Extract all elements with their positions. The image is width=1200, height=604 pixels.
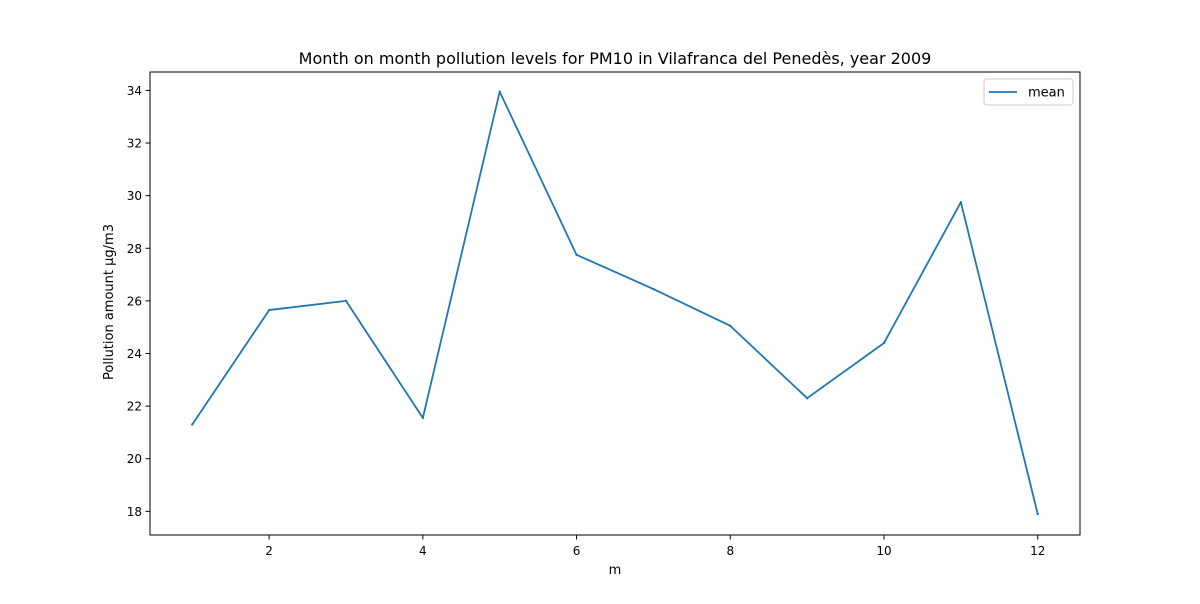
data-point xyxy=(421,416,425,420)
legend-box xyxy=(983,78,1074,106)
x-tick-label: 4 xyxy=(419,544,427,558)
x-tick-label: 12 xyxy=(1030,544,1045,558)
data-point xyxy=(652,287,655,291)
plot-frame xyxy=(149,71,1081,536)
data-point xyxy=(575,253,578,257)
data-point xyxy=(191,423,194,426)
y-tick-label: 26 xyxy=(127,294,142,308)
x-tick-label: 6 xyxy=(573,544,581,558)
y-tick-label: 24 xyxy=(127,347,142,361)
series-line-mean xyxy=(191,90,1039,515)
legend: mean xyxy=(983,78,1074,106)
data-point xyxy=(882,341,886,345)
y-tick-label: 28 xyxy=(127,242,142,256)
data-point xyxy=(267,308,271,312)
data-point xyxy=(498,90,501,93)
data-point xyxy=(959,201,963,204)
y-tick-label: 32 xyxy=(127,137,142,151)
data-point xyxy=(344,299,348,303)
x-tick-label: 8 xyxy=(726,544,734,558)
x-axis-label: m xyxy=(609,563,622,578)
y-tick-label: 30 xyxy=(127,189,142,203)
data-point xyxy=(729,324,732,328)
y-axis-label: Pollution amount µg/m3 xyxy=(102,224,117,380)
y-tick-label: 34 xyxy=(127,84,142,98)
chart-title: Month on month pollution levels for PM10… xyxy=(299,49,932,68)
data-point xyxy=(805,397,809,400)
legend-label: mean xyxy=(1028,86,1065,101)
x-tick-label: 10 xyxy=(876,544,891,558)
y-tick-label: 22 xyxy=(127,400,142,414)
y-tick-label: 20 xyxy=(127,452,142,466)
y-tick-label: 18 xyxy=(127,505,142,519)
data-point xyxy=(1036,512,1039,516)
x-tick-label: 2 xyxy=(265,544,273,558)
